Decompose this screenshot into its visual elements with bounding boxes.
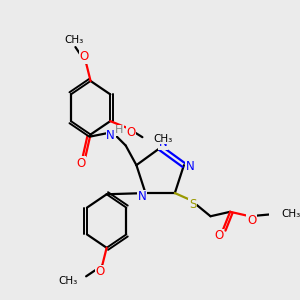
Text: CH₃: CH₃ <box>153 134 172 144</box>
Text: CH₃: CH₃ <box>282 209 300 220</box>
Text: N: N <box>137 190 146 203</box>
Text: O: O <box>247 214 256 227</box>
Text: O: O <box>126 126 135 139</box>
Text: S: S <box>189 198 196 211</box>
Text: O: O <box>80 50 89 63</box>
Text: N: N <box>158 136 167 149</box>
Text: O: O <box>214 230 223 242</box>
Text: O: O <box>76 157 86 170</box>
Text: CH₃: CH₃ <box>64 35 83 45</box>
Text: CH₃: CH₃ <box>58 276 77 286</box>
Text: O: O <box>96 266 105 278</box>
Text: N: N <box>106 129 115 142</box>
Text: N: N <box>186 160 194 173</box>
Text: H: H <box>115 125 124 135</box>
